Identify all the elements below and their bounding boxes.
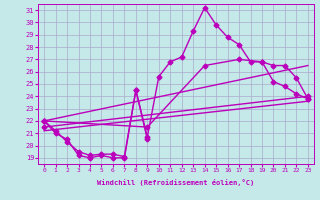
X-axis label: Windchill (Refroidissement éolien,°C): Windchill (Refroidissement éolien,°C) — [97, 179, 255, 186]
